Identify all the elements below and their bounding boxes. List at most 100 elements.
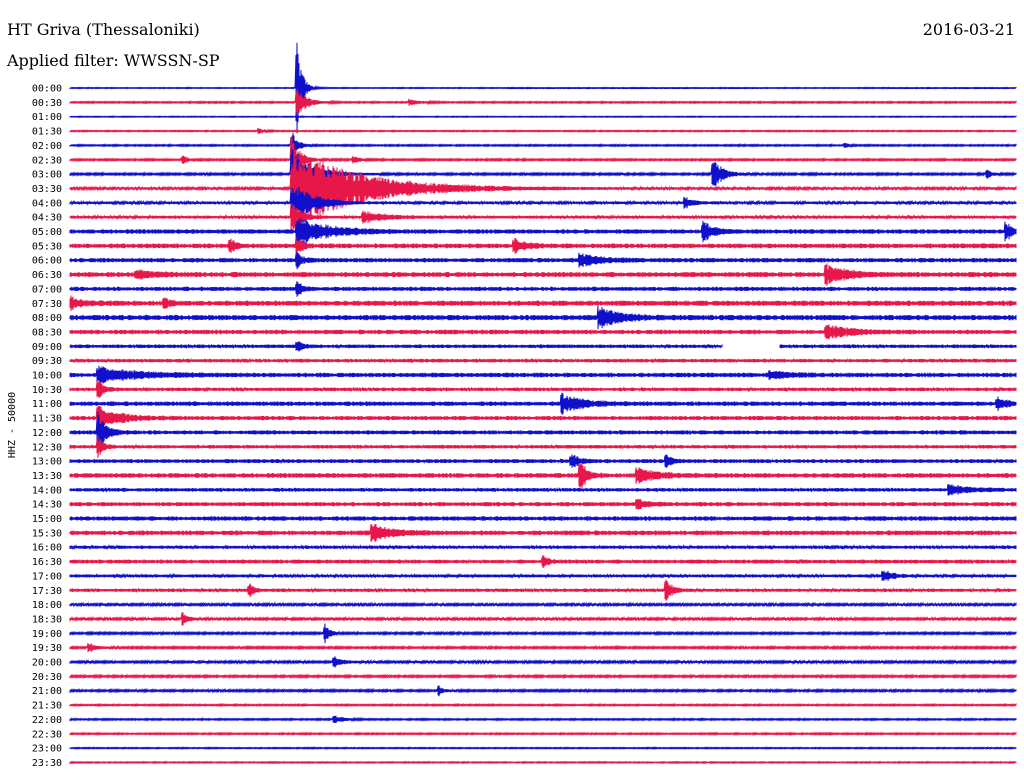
- row-time-label: 22:00: [32, 715, 62, 726]
- trace-group: [69, 42, 1017, 765]
- trace-row: [69, 128, 1017, 135]
- row-time-label: 22:30: [32, 729, 62, 740]
- trace-row: [69, 643, 1017, 653]
- row-time-label: 15:30: [32, 528, 62, 539]
- trace-row: [69, 760, 1017, 765]
- row-time-label: 14:00: [32, 485, 62, 496]
- row-time-label: 10:00: [32, 371, 62, 382]
- row-time-label: 13:00: [32, 457, 62, 468]
- row-time-label: 04:30: [32, 213, 62, 224]
- row-time-label: 06:00: [32, 256, 62, 267]
- row-time-label: 03:30: [32, 184, 62, 195]
- trace-row: [69, 411, 1017, 454]
- trace-row: [69, 380, 1017, 398]
- trace-row: [69, 132, 1017, 158]
- row-time-label: 00:30: [32, 98, 62, 109]
- trace-row: [69, 731, 1017, 736]
- trace-row: [69, 89, 1017, 116]
- row-time-label: 05:00: [32, 227, 62, 238]
- trace-row: [69, 135, 1017, 184]
- station-title: HT Griva (Thessaloniki): [7, 20, 200, 39]
- trace-row: [69, 115, 1017, 119]
- trace-row: [69, 579, 1017, 601]
- row-time-label: 16:00: [32, 543, 62, 554]
- trace-row: [69, 357, 1017, 364]
- row-time-label: 15:00: [32, 514, 62, 525]
- row-time-label: 23:00: [32, 744, 62, 755]
- trace-row: [69, 341, 1017, 352]
- row-time-label: 20:30: [32, 672, 62, 683]
- trace-row: [69, 462, 1017, 488]
- trace-row: [69, 498, 1017, 510]
- row-time-label: 07:30: [32, 299, 62, 310]
- filter-label: Applied filter: WWSSN-SP: [7, 51, 220, 70]
- trace-row: [69, 406, 1017, 430]
- row-time-label: 18:00: [32, 600, 62, 611]
- row-time-label: 06:30: [32, 270, 62, 281]
- row-time-label: 07:00: [32, 284, 62, 295]
- row-time-label: 11:30: [32, 414, 62, 425]
- row-time-label: 08:00: [32, 313, 62, 324]
- row-time-label: 01:00: [32, 112, 62, 123]
- row-time-label: 04:00: [32, 198, 62, 209]
- row-time-label: 16:30: [32, 557, 62, 568]
- row-time-label: 18:30: [32, 614, 62, 625]
- trace-row: [69, 202, 1017, 232]
- row-time-label: 23:30: [32, 758, 62, 769]
- row-time-label: 02:00: [32, 141, 62, 152]
- row-time-label: 13:30: [32, 471, 62, 482]
- row-time-label: 05:30: [32, 241, 62, 252]
- row-time-label: 01:30: [32, 127, 62, 138]
- row-time-label: 08:30: [32, 327, 62, 338]
- row-time-label: 14:30: [32, 500, 62, 511]
- row-time-label: 17:30: [32, 586, 62, 597]
- row-time-label: 09:30: [32, 356, 62, 367]
- trace-row: [69, 42, 1017, 134]
- row-time-label: 10:30: [32, 385, 62, 396]
- trace-row: [69, 544, 1017, 551]
- row-time-label: 17:00: [32, 571, 62, 582]
- date-label: 2016-03-21: [922, 20, 1015, 39]
- trace-row: [69, 601, 1017, 608]
- row-time-label: 11:00: [32, 399, 62, 410]
- trace-row: [69, 392, 1017, 415]
- trace-row: [69, 673, 1017, 680]
- trace-row: [69, 484, 1017, 496]
- channel-label: HHZ - 50000: [7, 392, 18, 458]
- row-time-label: 19:30: [32, 643, 62, 654]
- trace-row: [69, 746, 1017, 751]
- row-time-label: 20:00: [32, 658, 62, 669]
- trace-row: [69, 623, 1017, 644]
- trace-row: [69, 685, 1017, 697]
- trace-row: [69, 612, 1017, 626]
- row-time-label: 03:00: [32, 170, 62, 181]
- trace-row: [69, 148, 1017, 200]
- trace-row: [69, 218, 1017, 245]
- trace-row: [69, 516, 1017, 521]
- row-time-label: 21:00: [32, 686, 62, 697]
- row-time-label: 02:30: [32, 155, 62, 166]
- trace-row: [69, 702, 1017, 708]
- trace-row: [69, 656, 1017, 668]
- trace-row: [69, 263, 1017, 286]
- time-label-group: 00:00 00:30 01:00 01:30 02:00 02:30 03:00 03:30…: [32, 84, 62, 769]
- row-time-label: 00:00: [32, 84, 62, 95]
- trace-row: [69, 555, 1017, 569]
- trace-row: [69, 281, 1017, 297]
- trace-row: [69, 570, 1017, 582]
- trace-row: [69, 236, 1017, 255]
- row-time-label: 12:30: [32, 442, 62, 453]
- trace-row: [69, 435, 1017, 458]
- row-time-label: 21:30: [32, 701, 62, 712]
- trace-row: [69, 324, 1017, 340]
- trace-row: [69, 715, 1017, 724]
- trace-row: [69, 454, 1017, 468]
- row-time-label: 19:00: [32, 629, 62, 640]
- trace-row: [69, 186, 1017, 219]
- trace-row: [69, 251, 1017, 270]
- trace-row: [69, 150, 1017, 227]
- row-time-label: 12:00: [32, 428, 62, 439]
- trace-row: [69, 305, 1017, 330]
- trace-row: [69, 365, 1017, 385]
